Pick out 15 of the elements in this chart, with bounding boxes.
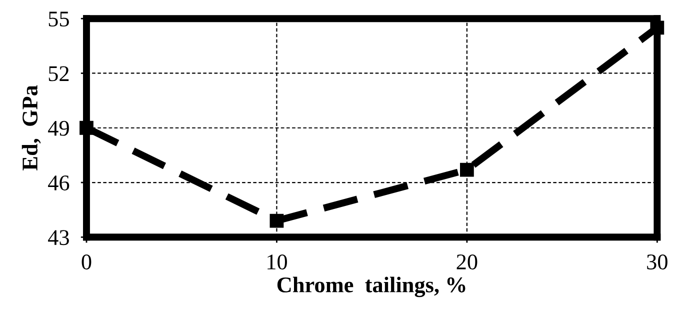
y-tick-label: 43 (48, 230, 69, 246)
x-tick-label: 0 (82, 254, 92, 270)
point (650, 20, 664, 35)
x-tick-label: 30 (647, 254, 668, 270)
x-tick-label: 20 (456, 254, 478, 270)
point (80, 120, 94, 135)
point (270, 214, 284, 228)
y-tick-label: 46 (48, 176, 70, 190)
y-axis-title: Ed, GPa (22, 85, 41, 170)
x-tick-label: 10 (268, 254, 287, 270)
point (460, 162, 474, 177)
y-tick-label: 55 (48, 12, 69, 27)
y-tick-label: 52 (48, 66, 69, 82)
y-tick-label: 49 (48, 120, 69, 136)
x-axis-title: Chrome tailings, % (277, 276, 466, 298)
